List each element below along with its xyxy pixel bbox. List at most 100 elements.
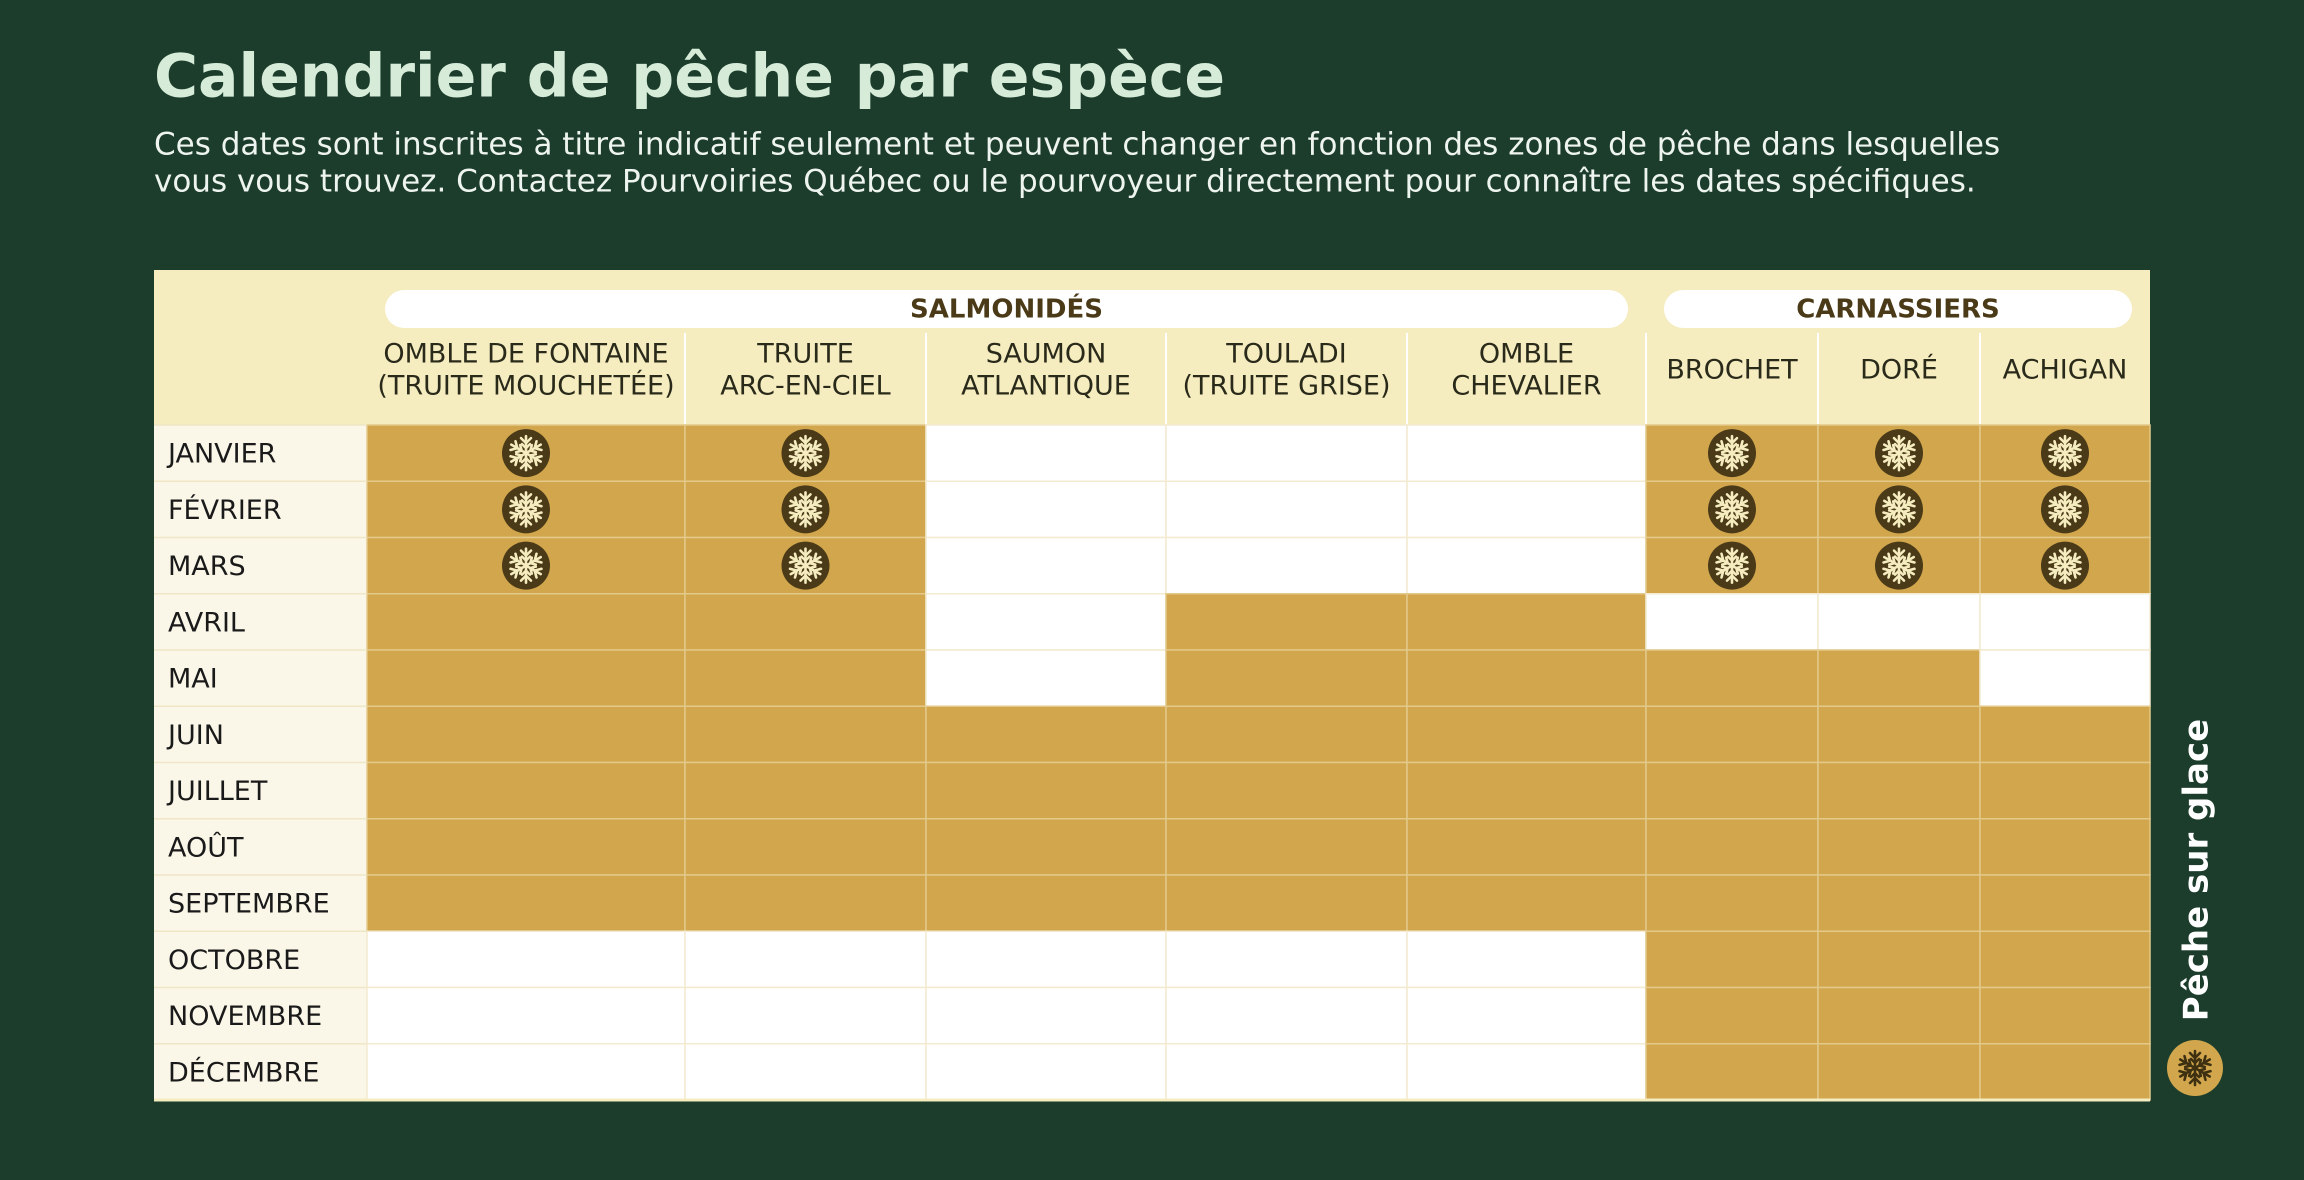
cell bbox=[684, 649, 927, 707]
group-label: CARNASSIERS bbox=[1796, 295, 2000, 325]
cell bbox=[1406, 705, 1647, 764]
cell bbox=[1645, 818, 1819, 876]
cell bbox=[925, 818, 1167, 876]
cell bbox=[1406, 536, 1647, 595]
cell bbox=[925, 649, 1167, 707]
legend: Pêche sur glace bbox=[2167, 719, 2223, 1096]
cell bbox=[925, 986, 1167, 1045]
column-label: (TRUITE GRISE) bbox=[1182, 371, 1390, 402]
cell bbox=[1165, 424, 1408, 482]
column-label: SAUMON bbox=[986, 339, 1107, 370]
legend-label: Pêche sur glace bbox=[2177, 719, 2217, 1021]
cell bbox=[684, 593, 927, 651]
cell bbox=[1817, 705, 1981, 764]
description: vous vous trouvez. Contactez Pourvoiries… bbox=[154, 164, 1976, 200]
cell bbox=[684, 761, 927, 820]
cell bbox=[1406, 480, 1647, 539]
month-label: JUILLET bbox=[166, 776, 268, 807]
description: Ces dates sont inscrites à titre indicat… bbox=[154, 127, 2000, 163]
cell bbox=[1979, 874, 2151, 932]
cell bbox=[1979, 761, 2151, 820]
cell bbox=[1979, 1043, 2151, 1101]
cell bbox=[1645, 593, 1819, 651]
cell bbox=[366, 986, 686, 1045]
column-label: DORÉ bbox=[1860, 354, 1938, 386]
column-label: OMBLE bbox=[1479, 339, 1574, 370]
month-label: AOÛT bbox=[168, 831, 244, 863]
month-label: SEPTEMBRE bbox=[168, 889, 330, 920]
month-label: FÉVRIER bbox=[168, 494, 282, 526]
column-label: TRUITE bbox=[756, 339, 854, 370]
cell bbox=[366, 874, 686, 932]
group-label: SALMONIDÉS bbox=[910, 293, 1103, 325]
cell bbox=[684, 818, 927, 876]
cell bbox=[684, 705, 927, 764]
cell bbox=[1165, 593, 1408, 651]
column-label: TOULADI bbox=[1225, 339, 1346, 370]
cell bbox=[1406, 1043, 1647, 1101]
cell bbox=[1979, 649, 2151, 707]
cell bbox=[925, 424, 1167, 482]
cell bbox=[1817, 818, 1981, 876]
cell bbox=[1406, 930, 1647, 989]
cell bbox=[925, 761, 1167, 820]
row-label-bg bbox=[154, 650, 367, 707]
group-pill bbox=[1664, 290, 2132, 328]
cell bbox=[925, 536, 1167, 595]
month-label: MARS bbox=[168, 551, 246, 582]
cell bbox=[684, 874, 927, 932]
cell bbox=[1406, 424, 1647, 482]
cell bbox=[925, 1043, 1167, 1101]
row-label-bg bbox=[154, 1043, 367, 1100]
cell bbox=[1979, 818, 2151, 876]
title: Calendrier de pêche par espèce bbox=[154, 42, 1225, 112]
column-label: ATLANTIQUE bbox=[961, 371, 1131, 402]
cell bbox=[1165, 986, 1408, 1045]
cell bbox=[1979, 986, 2151, 1045]
cell bbox=[684, 986, 927, 1045]
row-label-bg bbox=[154, 818, 367, 875]
cell bbox=[1645, 1043, 1819, 1101]
cell bbox=[1406, 986, 1647, 1045]
column-label: ARC-EN-CIEL bbox=[720, 371, 890, 402]
month-label: MAI bbox=[168, 664, 218, 695]
cell bbox=[366, 1043, 686, 1101]
cell bbox=[925, 874, 1167, 932]
cell bbox=[1165, 818, 1408, 876]
cell bbox=[1406, 649, 1647, 707]
cell bbox=[1165, 874, 1408, 932]
cell bbox=[1645, 649, 1819, 707]
column-label: BROCHET bbox=[1666, 355, 1798, 386]
column-label: ACHIGAN bbox=[2003, 355, 2128, 386]
cell bbox=[1165, 705, 1408, 764]
cell bbox=[925, 705, 1167, 764]
cell bbox=[925, 930, 1167, 989]
cell bbox=[1645, 705, 1819, 764]
cell bbox=[1406, 874, 1647, 932]
row-label-bg bbox=[154, 762, 367, 819]
row-label-bg bbox=[154, 706, 367, 763]
cell bbox=[366, 593, 686, 651]
cell bbox=[1165, 761, 1408, 820]
column-label: OMBLE DE FONTAINE bbox=[383, 339, 668, 370]
cell bbox=[1817, 930, 1981, 989]
cell bbox=[1979, 930, 2151, 989]
cell bbox=[1645, 874, 1819, 932]
row-label-bg bbox=[154, 425, 367, 482]
month-label: JANVIER bbox=[166, 439, 276, 470]
row-label-bg bbox=[154, 931, 367, 988]
cell bbox=[1406, 818, 1647, 876]
cell bbox=[366, 818, 686, 876]
cell bbox=[366, 761, 686, 820]
column-label: CHEVALIER bbox=[1451, 371, 1601, 402]
month-label: NOVEMBRE bbox=[168, 1001, 322, 1032]
row-label-bg bbox=[154, 875, 367, 932]
month-label: DÉCEMBRE bbox=[168, 1056, 319, 1088]
month-label: OCTOBRE bbox=[168, 945, 300, 976]
cell bbox=[925, 480, 1167, 539]
cell bbox=[684, 1043, 927, 1101]
cell bbox=[1406, 761, 1647, 820]
month-label: JUIN bbox=[166, 720, 224, 751]
row-label-bg bbox=[154, 987, 367, 1044]
